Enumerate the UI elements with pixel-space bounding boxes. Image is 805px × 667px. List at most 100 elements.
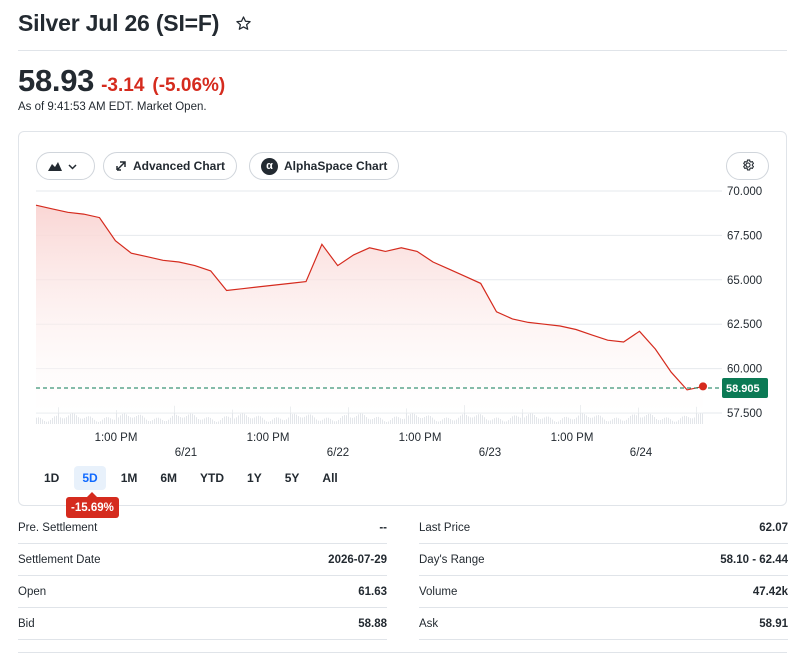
last-price: 58.93 bbox=[18, 63, 95, 98]
volume-bar bbox=[52, 417, 53, 424]
volume-bar bbox=[442, 419, 443, 424]
volume-bar bbox=[106, 417, 107, 424]
volume-bar bbox=[472, 417, 473, 424]
range-tabs: 1D 5D 1M 6M YTD 1Y 5Y All bbox=[36, 466, 353, 490]
volume-bar bbox=[274, 418, 275, 424]
volume-bar bbox=[110, 418, 111, 424]
volume-bar bbox=[462, 414, 463, 424]
range-tab-5y[interactable]: 5Y bbox=[284, 471, 300, 485]
volume-bar bbox=[532, 413, 533, 424]
stat-label: Last Price bbox=[419, 521, 471, 534]
volume-bar bbox=[576, 417, 577, 424]
volume-bar bbox=[474, 416, 475, 424]
volume-bar bbox=[568, 417, 569, 424]
volume-bar bbox=[88, 416, 89, 424]
volume-bar bbox=[616, 417, 617, 424]
volume-bar bbox=[76, 415, 77, 424]
volume-bar bbox=[460, 415, 461, 424]
volume-bar bbox=[530, 413, 531, 424]
volume-bar bbox=[104, 418, 105, 424]
volume-bar bbox=[602, 417, 603, 424]
range-tab-5d[interactable]: 5D bbox=[74, 466, 106, 490]
volume-bar bbox=[674, 421, 675, 424]
range-tab-all[interactable]: All bbox=[322, 471, 338, 485]
volume-bar bbox=[542, 418, 543, 424]
page-title: Silver Jul 26 (SI=F) bbox=[18, 10, 220, 36]
volume-bar bbox=[58, 407, 59, 424]
volume-bar bbox=[366, 417, 367, 424]
volume-bar bbox=[248, 417, 249, 424]
volume-bar bbox=[324, 418, 325, 424]
chart-type-dropdown[interactable] bbox=[36, 152, 95, 180]
volume-bar bbox=[438, 421, 439, 424]
volume-bar bbox=[264, 419, 265, 424]
volume-bar bbox=[390, 420, 391, 424]
volume-bar bbox=[502, 420, 503, 424]
volume-bar bbox=[610, 420, 611, 424]
volume-bar bbox=[354, 417, 355, 424]
volume-bar bbox=[580, 404, 581, 424]
volume-bar bbox=[226, 416, 227, 424]
volume-bar bbox=[290, 406, 291, 424]
chart-settings-button[interactable] bbox=[726, 152, 769, 180]
volume-bar bbox=[238, 415, 239, 424]
volume-bar bbox=[428, 415, 429, 424]
x-date-label: 6/24 bbox=[630, 447, 653, 459]
y-tick-label: 65.000 bbox=[727, 275, 762, 287]
x-time-label: 1:00 PM bbox=[247, 432, 290, 444]
volume-bar bbox=[78, 417, 79, 424]
range-tab-6m[interactable]: 6M bbox=[160, 471, 178, 485]
volume-bar bbox=[652, 415, 653, 424]
advanced-chart-button[interactable]: Advanced Chart bbox=[103, 152, 238, 180]
volume-bar bbox=[512, 416, 513, 424]
header-divider bbox=[18, 50, 787, 51]
star-outline-icon[interactable] bbox=[233, 14, 253, 34]
volume-bar bbox=[402, 419, 403, 424]
range-tab-ytd[interactable]: YTD bbox=[200, 471, 225, 485]
alphaspace-chart-button[interactable]: α AlphaSpace Chart bbox=[249, 152, 400, 180]
volume-bar bbox=[452, 420, 453, 424]
volume-bar bbox=[368, 418, 369, 424]
volume-bar bbox=[548, 416, 549, 424]
volume-bar bbox=[488, 420, 489, 424]
volume-bar bbox=[454, 420, 455, 424]
volume-bar bbox=[658, 420, 659, 424]
volume-bar bbox=[692, 418, 693, 424]
volume-bar bbox=[230, 417, 231, 424]
volume-bar bbox=[80, 418, 81, 424]
stat-value: 62.07 bbox=[759, 521, 788, 534]
volume-bar bbox=[206, 417, 207, 424]
volume-bar bbox=[632, 414, 633, 424]
volume-bar bbox=[432, 417, 433, 424]
volume-bar bbox=[204, 418, 205, 424]
price-change-percent: (-5.06%) bbox=[152, 75, 226, 96]
volume-bar bbox=[60, 417, 61, 424]
price-area bbox=[36, 205, 703, 413]
range-tab-1d[interactable]: 1D bbox=[44, 471, 60, 485]
current-price-label: 58.905 bbox=[726, 383, 760, 395]
volume-bar bbox=[372, 418, 373, 424]
alphaspace-logo-icon: α bbox=[261, 157, 278, 175]
range-tab-1m[interactable]: 1M bbox=[120, 471, 138, 485]
expand-arrow-icon bbox=[115, 160, 127, 172]
volume-bar bbox=[464, 405, 465, 424]
volume-bar bbox=[254, 417, 255, 424]
range-tab-1y[interactable]: 1Y bbox=[247, 471, 262, 485]
volume-bar bbox=[320, 420, 321, 424]
volume-bar bbox=[172, 415, 173, 424]
volume-bar bbox=[468, 416, 469, 424]
volume-bar bbox=[54, 416, 55, 424]
volume-bar bbox=[578, 415, 579, 424]
volume-bar bbox=[656, 418, 657, 424]
volume-bar bbox=[596, 415, 597, 424]
stat-row: Settlement Date 2026-07-29 bbox=[18, 544, 387, 576]
x-time-label: 1:00 PM bbox=[551, 432, 594, 444]
volume-bar bbox=[654, 417, 655, 424]
volume-bar bbox=[556, 421, 557, 424]
volume-bar bbox=[446, 417, 447, 424]
volume-bar bbox=[440, 420, 441, 424]
volume-bar bbox=[342, 416, 343, 424]
volume-bar bbox=[338, 419, 339, 424]
volume-bar bbox=[260, 416, 261, 424]
